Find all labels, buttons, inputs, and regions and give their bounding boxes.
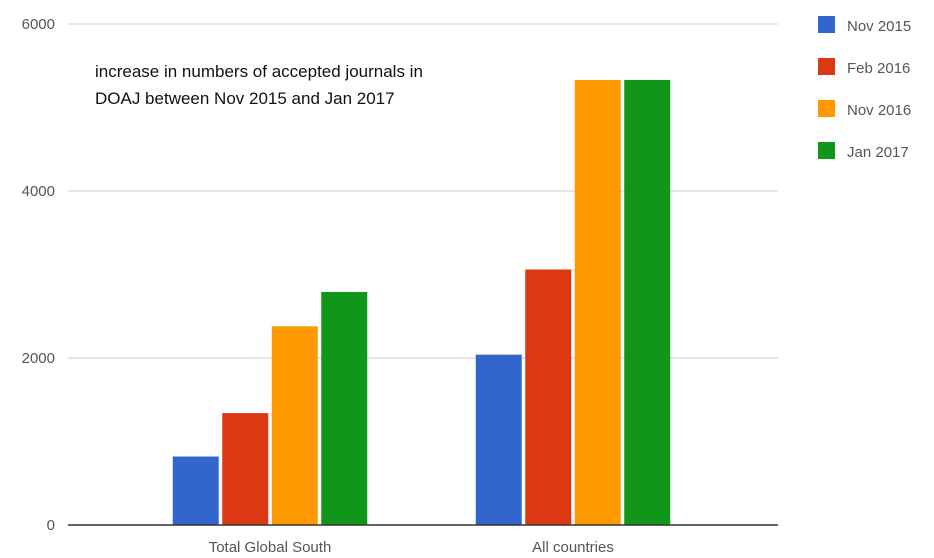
bar — [574, 79, 621, 525]
legend: Nov 2015 Feb 2016 Nov 2016 Jan 2017 — [818, 16, 911, 161]
legend-swatch — [818, 142, 835, 159]
legend-label: Nov 2015 — [847, 18, 911, 35]
legend-label: Nov 2016 — [847, 102, 911, 119]
bar — [172, 456, 219, 525]
x-tick-label: Total Global South — [209, 539, 332, 556]
legend-swatch — [818, 16, 835, 33]
bars — [172, 79, 671, 525]
annotation-line-1: increase in numbers of accepted journals… — [95, 62, 423, 81]
bar — [624, 79, 671, 525]
bar — [222, 413, 269, 525]
legend-swatch — [818, 100, 835, 117]
y-tick-label: 2000 — [22, 350, 55, 367]
chart-annotation: increase in numbers of accepted journals… — [95, 62, 423, 108]
y-axis-ticks: 0 2000 4000 6000 — [22, 16, 55, 534]
bar — [271, 326, 318, 525]
legend-swatch — [818, 58, 835, 75]
y-tick-label: 4000 — [22, 183, 55, 200]
annotation-line-2: DOAJ between Nov 2015 and Jan 2017 — [95, 89, 395, 108]
bar — [525, 269, 572, 525]
x-axis-labels: Total Global South All countries — [209, 539, 614, 556]
legend-label: Feb 2016 — [847, 60, 910, 77]
x-tick-label: All countries — [532, 539, 614, 556]
legend-label: Jan 2017 — [847, 144, 909, 161]
y-tick-label: 0 — [47, 517, 55, 534]
bar — [475, 354, 522, 525]
bar — [321, 292, 368, 525]
y-tick-label: 6000 — [22, 16, 55, 33]
